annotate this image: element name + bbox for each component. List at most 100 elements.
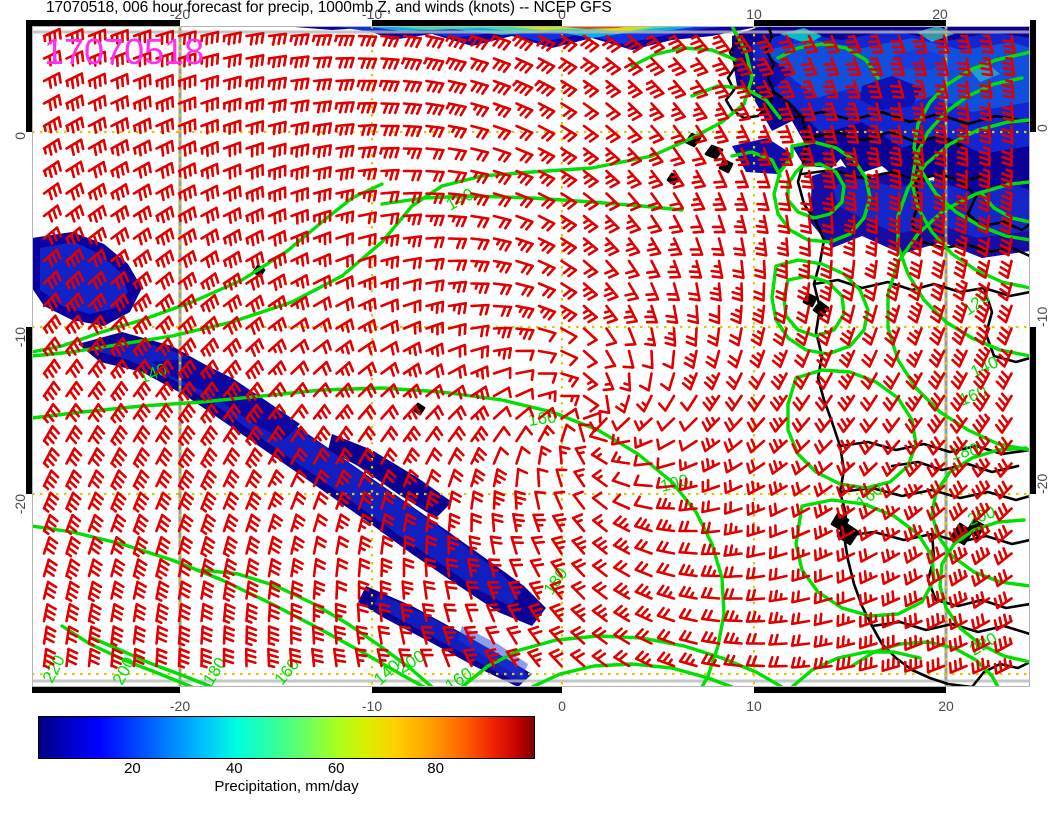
wind-barb xyxy=(155,580,170,602)
wind-barb xyxy=(357,447,375,465)
wind-barb xyxy=(245,403,264,424)
wind-barb xyxy=(515,282,535,297)
wind-barb xyxy=(813,590,833,605)
wind-barb xyxy=(378,79,400,92)
map-canvas[interactable]: 140 160 200 160 180 220 200 180 160 140 … xyxy=(32,26,1030,687)
wind-barb xyxy=(994,480,1013,500)
wind-barb xyxy=(930,282,946,302)
wind-barb xyxy=(712,192,727,212)
wind-barb xyxy=(836,656,856,671)
wind-barb xyxy=(515,304,535,319)
wind-barb xyxy=(65,447,83,467)
wind-barb xyxy=(537,304,557,321)
wind-barb xyxy=(611,417,631,432)
wind-barb xyxy=(1001,102,1015,122)
wind-barb xyxy=(290,602,303,623)
wind-barb xyxy=(778,79,795,99)
wind-barb xyxy=(132,513,149,535)
wind-barb xyxy=(177,162,197,180)
wind-barb xyxy=(862,304,878,324)
wind-barb xyxy=(334,101,355,114)
wind-barb xyxy=(790,612,811,626)
wind-barb xyxy=(87,160,107,179)
wind-barb xyxy=(515,102,534,119)
wind-barb xyxy=(357,167,378,181)
wind-barb xyxy=(42,469,60,491)
wind-barb xyxy=(948,635,968,652)
wind-barb xyxy=(441,648,456,668)
wind-barb xyxy=(355,625,369,645)
colorbar[interactable] xyxy=(38,716,535,759)
wind-barb xyxy=(380,277,399,291)
wind-barb xyxy=(290,382,309,398)
wind-barb xyxy=(245,273,265,291)
wind-barb xyxy=(582,327,598,346)
wind-barb xyxy=(311,647,324,668)
wind-barb xyxy=(65,380,84,400)
wind-barb xyxy=(641,349,654,370)
wind-barb xyxy=(110,161,130,179)
wind-barb xyxy=(645,79,665,99)
wind-barb xyxy=(701,458,721,473)
wind-barb xyxy=(836,613,856,627)
wind-barb xyxy=(332,647,347,668)
wind-barb xyxy=(335,253,355,268)
wind-barb xyxy=(132,558,148,580)
wind-barb xyxy=(678,542,698,555)
wind-barb xyxy=(245,207,265,225)
wind-barb xyxy=(998,259,1013,279)
wind-barb xyxy=(356,101,378,114)
wind-barb xyxy=(132,227,152,246)
wind-barb xyxy=(814,569,833,583)
wind-barb xyxy=(648,169,664,189)
wind-barb xyxy=(537,372,558,384)
wind-barb xyxy=(745,633,766,645)
wind-barb xyxy=(956,146,969,167)
wind-barb xyxy=(979,79,993,100)
wind-barb xyxy=(971,480,991,500)
wind-barb xyxy=(931,235,946,257)
wind-barb xyxy=(700,631,721,645)
wind-barb xyxy=(492,468,507,488)
frame-top-2 xyxy=(372,20,562,26)
wind-barb xyxy=(791,590,811,604)
wind-barb xyxy=(613,627,631,645)
wind-barb xyxy=(200,535,216,558)
wind-barb xyxy=(711,79,730,99)
wind-barb xyxy=(746,523,766,538)
wind-barb xyxy=(492,169,512,185)
wind-barb xyxy=(665,304,679,324)
wind-barb xyxy=(667,259,682,279)
wind-barb xyxy=(612,515,631,533)
wind-barb xyxy=(155,625,169,645)
wind-barb xyxy=(769,417,788,433)
wind-barb xyxy=(560,394,580,407)
wind-barb xyxy=(670,147,686,167)
wind-barb xyxy=(769,524,788,539)
wind-barb xyxy=(335,275,355,290)
wind-barb xyxy=(731,282,744,302)
wind-barb xyxy=(768,481,788,496)
wind-barb xyxy=(881,483,901,499)
wind-barb xyxy=(245,469,262,489)
wind-barb xyxy=(155,249,175,268)
wind-barb xyxy=(996,326,1013,346)
wind-barb xyxy=(379,146,400,159)
wind-barb xyxy=(867,79,883,99)
wind-barb xyxy=(700,587,721,600)
wind-barb xyxy=(65,469,82,491)
map-panel[interactable]: 140 160 200 160 180 220 200 180 160 140 … xyxy=(12,6,1050,714)
y-tick-left-1: -10 xyxy=(12,327,28,348)
wind-barb xyxy=(132,73,152,90)
wind-barb xyxy=(515,192,534,209)
wind-barb xyxy=(756,34,775,54)
wind-barb xyxy=(800,169,814,189)
wind-barb xyxy=(769,394,788,412)
wind-barb xyxy=(713,147,729,167)
wind-barb xyxy=(357,580,370,600)
wind-barb xyxy=(570,580,586,600)
wind-barb xyxy=(881,612,901,629)
wind-barb xyxy=(548,625,564,645)
wind-barb xyxy=(335,557,349,578)
wind-barb xyxy=(624,282,639,302)
